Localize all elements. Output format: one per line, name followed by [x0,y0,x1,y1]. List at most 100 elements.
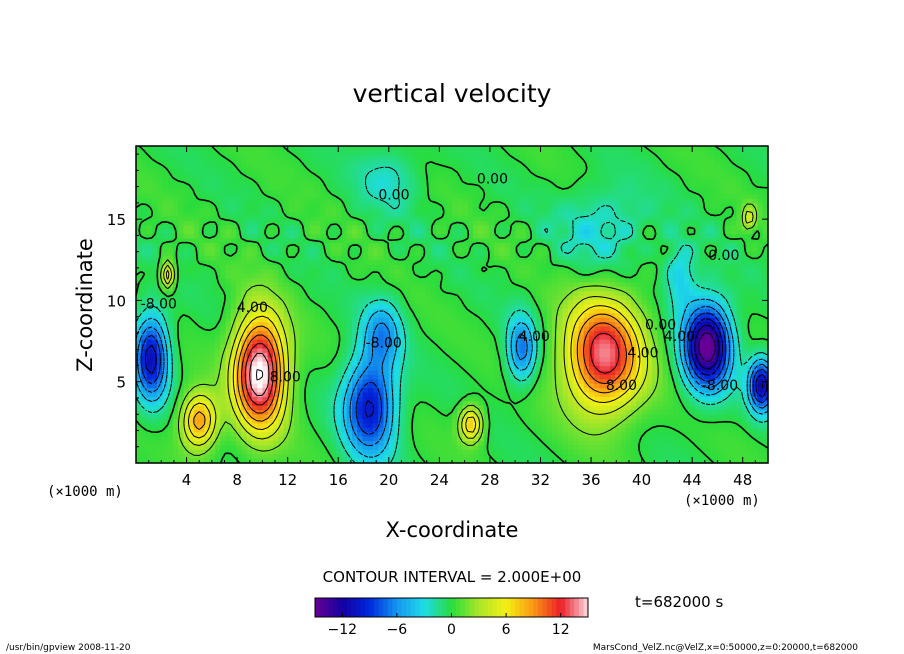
heatmap-cell [446,168,453,174]
heatmap-cell [562,304,569,310]
heatmap-cell [704,295,711,301]
heatmap-cell [499,256,506,262]
heatmap-cell [272,212,279,218]
heatmap-cell [473,322,479,328]
heatmap-cell [710,304,716,310]
heatmap-cell [620,242,627,248]
heatmap-cell [552,172,558,178]
heatmap-cell [388,300,395,306]
heatmap-cell [488,225,495,231]
heatmap-cell [588,225,595,231]
heatmap-cell [536,216,543,222]
heatmap-cell [488,172,495,178]
heatmap-cell [567,282,574,288]
heatmap-cell [188,295,195,301]
heatmap-cell [667,278,674,284]
heatmap-cell [762,198,769,204]
heatmap-cell [351,322,358,328]
heatmap-cell [541,194,548,200]
heatmap-cell [662,159,669,165]
heatmap-cell [262,313,269,319]
heatmap-cell [162,308,169,314]
heatmap-cell [473,278,479,284]
heatmap-cell [467,176,474,182]
heatmap-cell [562,181,569,187]
heatmap-cell [388,203,395,209]
heatmap-cell [188,146,195,151]
heatmap-cell [531,198,537,204]
heatmap-cell [473,247,479,253]
heatmap-cell [694,168,701,174]
heatmap-cell [762,264,769,270]
heatmap-cell [504,212,511,218]
heatmap-cell [209,212,216,218]
heatmap-cell [673,146,680,151]
heatmap-cell [251,295,258,301]
heatmap-cell [230,322,237,328]
heatmap-cell [373,291,379,297]
heatmap-cell [588,322,595,328]
heatmap-cell [667,295,674,301]
heatmap-cell [557,251,564,257]
heatmap-cell [346,172,353,178]
heatmap-cell [151,154,158,160]
heatmap-cell [657,146,664,151]
heatmap-cell [567,185,574,191]
heatmap-cell [236,181,242,187]
heatmap-cell [562,238,569,244]
heatmap-cell [652,251,658,257]
heatmap-cell [230,260,237,266]
heatmap-cell [215,172,221,178]
heatmap-cell [251,229,258,235]
heatmap-cell [731,273,737,279]
heatmap-cell [646,269,653,275]
heatmap-cell [262,190,269,196]
heatmap-cell [236,220,242,226]
heatmap-cell [625,216,632,222]
heatmap-cell [594,317,601,323]
heatmap-cell [509,212,516,218]
heatmap-cell [752,238,759,244]
heatmap-cell [467,234,474,240]
heatmap-cell [678,225,685,231]
heatmap-cell [283,181,290,187]
heatmap-cell [652,203,658,209]
heatmap-cell [478,313,485,319]
heatmap-cell [583,154,590,160]
heatmap-cell [341,242,348,248]
heatmap-cell [520,203,527,209]
heatmap-cell [746,172,753,178]
heatmap-cell [536,238,543,244]
heatmap-cell [167,300,174,306]
heatmap-cell [715,159,722,165]
heatmap-cell [162,220,169,226]
heatmap-cell [183,264,190,270]
heatmap-cell [646,150,653,156]
heatmap-cell [488,308,495,314]
heatmap-cell [678,185,685,191]
heatmap-cell [425,207,432,213]
heatmap-cell [262,300,269,306]
heatmap-cell [646,198,653,204]
heatmap-cell [251,256,258,262]
heatmap-cell [278,212,285,218]
heatmap-cell [667,203,674,209]
heatmap-cell [251,308,258,314]
heatmap-cell [188,282,195,288]
heatmap-cell [673,234,680,240]
heatmap-cell [162,176,169,182]
heatmap-cell [420,251,427,257]
heatmap-cell [646,190,653,196]
heatmap-cell [662,256,669,262]
heatmap-cell [378,278,385,284]
heatmap-cell [183,154,190,160]
heatmap-cell [478,295,485,301]
heatmap-cell [446,269,453,275]
heatmap-cell [283,234,290,240]
heatmap-cell [283,326,290,332]
heatmap-cell [309,269,316,275]
heatmap-cell [230,278,237,284]
heatmap-cell [483,220,490,226]
heatmap-cell [757,300,764,306]
heatmap-cell [204,154,211,160]
